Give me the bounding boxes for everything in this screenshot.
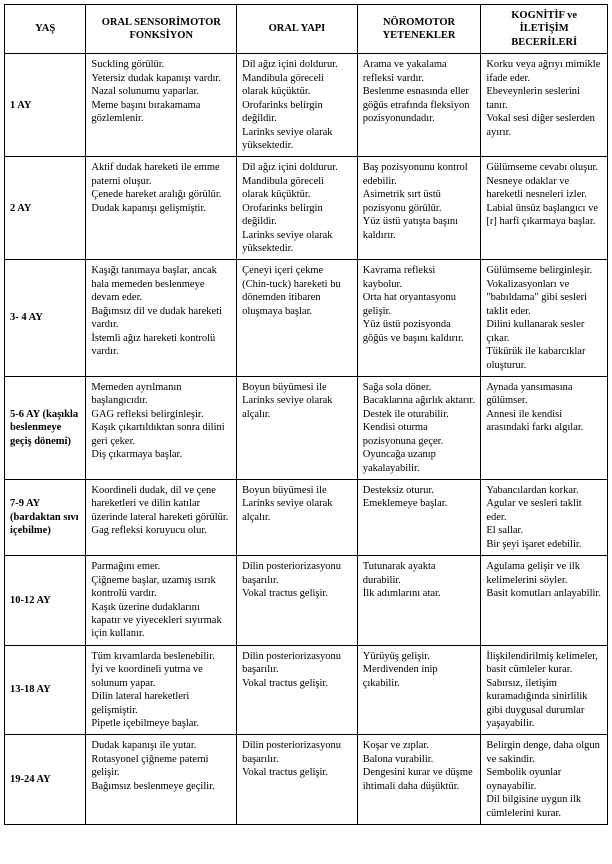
cell-content: Aktif dudak hareketi ile emme paterni ol… (86, 157, 237, 260)
col-head-yapi: ORAL YAPI (237, 5, 358, 54)
cell-content: Boyun büyümesi ile Larinks seviye olarak… (237, 480, 358, 556)
cell-content: Dilin posteriorizasyonu başarılır.Vokal … (237, 645, 358, 735)
cell-age: 13-18 AY (5, 645, 86, 735)
col-head-age: YAŞ (5, 5, 86, 54)
cell-content: Belirgin denge, daha olgun ve sakindir.S… (481, 735, 608, 825)
cell-content: Yürüyüş gelişir.Merdivenden inip çıkabil… (357, 645, 481, 735)
table-row: 5-6 AY (kaşıkla beslenmeye geçiş dönemi)… (5, 376, 608, 479)
cell-age: 10-12 AY (5, 556, 86, 646)
cell-content: Korku veya ağrıyı mimikle ifade eder.Ebe… (481, 54, 608, 157)
col-head-osf: ORAL SENSORİMOTOR FONKSİYON (86, 5, 237, 54)
col-head-kog: KOGNİTİF ve İLETİŞİM BECERİLERİ (481, 5, 608, 54)
cell-age: 2 AY (5, 157, 86, 260)
cell-content: Kavrama refleksi kaybolur.Orta hat oryan… (357, 260, 481, 377)
cell-age: 5-6 AY (kaşıkla beslenmeye geçiş dönemi) (5, 376, 86, 479)
cell-age: 3- 4 AY (5, 260, 86, 377)
table-row: 1 AYSuckling görülür.Yetersiz dudak kapa… (5, 54, 608, 157)
cell-content: Koşar ve zıplar.Balona vurabilir.Dengesi… (357, 735, 481, 825)
cell-content: Çeneyi içeri çekme (Chin-tuck) hareketi … (237, 260, 358, 377)
cell-content: Dil ağız içini doldurur.Mandibula görece… (237, 157, 358, 260)
cell-content: Gülümseme belirginleşir.Vokalizasyonları… (481, 260, 608, 377)
cell-content: Dudak kapanışı ile yutar.Rotasyonel çiğn… (86, 735, 237, 825)
table-row: 2 AYAktif dudak hareketi ile emme patern… (5, 157, 608, 260)
cell-content: Kaşığı tanımaya başlar, ancak hala memed… (86, 260, 237, 377)
cell-age: 19-24 AY (5, 735, 86, 825)
header-row: YAŞ ORAL SENSORİMOTOR FONKSİYON ORAL YAP… (5, 5, 608, 54)
table-row: 7-9 AY (bardaktan sıvı içebilme)Koordine… (5, 480, 608, 556)
cell-content: Yabancılardan korkar.Agular ve sesleri t… (481, 480, 608, 556)
cell-content: Parmağını emer.Çiğneme başlar, uzamış ıs… (86, 556, 237, 646)
cell-content: Aynada yansımasına gülümser.Annesi ile k… (481, 376, 608, 479)
cell-content: Suckling görülür.Yetersiz dudak kapanışı… (86, 54, 237, 157)
table-row: 13-18 AYTüm kıvamlarda beslenebilir.İyi … (5, 645, 608, 735)
cell-content: Sağa sola döner.Bacaklarına ağırlık akta… (357, 376, 481, 479)
development-table: YAŞ ORAL SENSORİMOTOR FONKSİYON ORAL YAP… (4, 4, 608, 825)
table-body: 1 AYSuckling görülür.Yetersiz dudak kapa… (5, 54, 608, 825)
cell-content: Dil ağız içini doldurur.Mandibula görece… (237, 54, 358, 157)
cell-content: Boyun büyümesi ile Larinks seviye olarak… (237, 376, 358, 479)
cell-content: Tüm kıvamlarda beslenebilir.İyi ve koord… (86, 645, 237, 735)
cell-content: Koordineli dudak, dil ve çene hareketler… (86, 480, 237, 556)
cell-content: Dilin posteriorizasyonu başarılır.Vokal … (237, 735, 358, 825)
cell-content: Baş pozisyonunu kontrol edebilir.Asimetr… (357, 157, 481, 260)
cell-content: Arama ve yakalama refleksi vardır.Beslen… (357, 54, 481, 157)
cell-content: İlişkilendirilmiş kelimeler, basit cümle… (481, 645, 608, 735)
cell-age: 1 AY (5, 54, 86, 157)
cell-content: Dilin posteriorizasyonu başarılır.Vokal … (237, 556, 358, 646)
cell-content: Agulama gelişir ve ilk kelimelerini söyl… (481, 556, 608, 646)
cell-content: Desteksiz oturur.Emeklemeye başlar. (357, 480, 481, 556)
cell-age: 7-9 AY (bardaktan sıvı içebilme) (5, 480, 86, 556)
cell-content: Gülümseme cevabı oluşur.Nesneye odaklar … (481, 157, 608, 260)
table-row: 10-12 AYParmağını emer.Çiğneme başlar, u… (5, 556, 608, 646)
col-head-noro: NÖROMOTOR YETENEKLER (357, 5, 481, 54)
table-row: 3- 4 AYKaşığı tanımaya başlar, ancak hal… (5, 260, 608, 377)
cell-content: Memeden ayrılmanın başlangıcıdır.GAG ref… (86, 376, 237, 479)
table-row: 19-24 AYDudak kapanışı ile yutar.Rotasyo… (5, 735, 608, 825)
cell-content: Tutunarak ayakta durabilir.İlk adımların… (357, 556, 481, 646)
